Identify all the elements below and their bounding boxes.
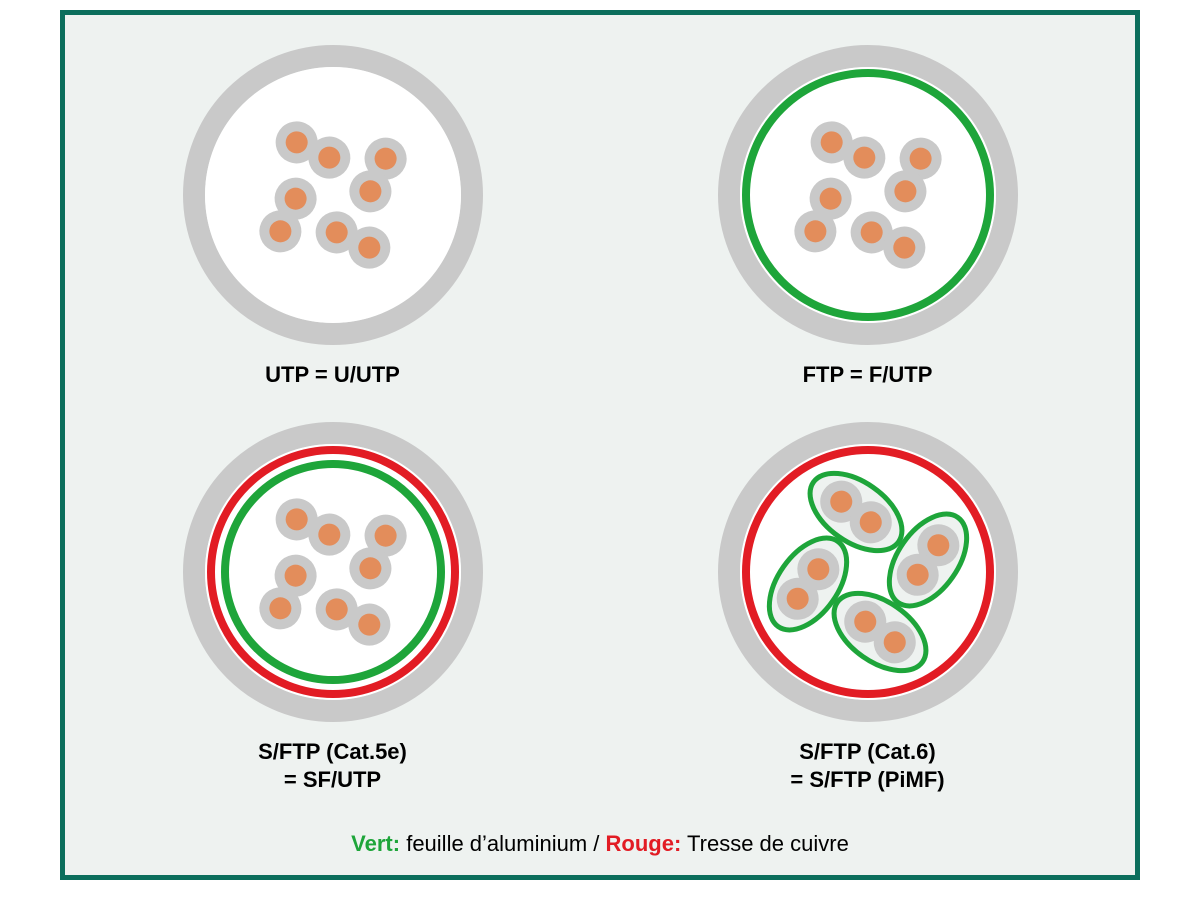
caption-sftp5e-line1: S/FTP (Cat.5e) — [258, 739, 407, 764]
legend-green-label: Vert: — [351, 831, 400, 856]
cable-utp — [173, 35, 493, 355]
caption-ftp: FTP = F/UTP — [803, 361, 933, 390]
legend: Vert: feuille d’aluminium / Rouge: Tress… — [65, 831, 1135, 857]
caption-sftp6-line2: = S/FTP (PiMF) — [790, 767, 944, 792]
cell-sftp6: S/FTP (Cat.6) = S/FTP (PiMF) — [600, 392, 1135, 795]
caption-sftp5e: S/FTP (Cat.5e) = SF/UTP — [258, 738, 407, 795]
legend-red-label: Rouge: — [606, 831, 682, 856]
caption-ftp-line1: FTP = F/UTP — [803, 362, 933, 387]
cell-ftp: FTP = F/UTP — [600, 15, 1135, 392]
caption-sftp6-line1: S/FTP (Cat.6) — [799, 739, 936, 764]
legend-green-text: feuille d’aluminium — [400, 831, 593, 856]
cable-sftp5e — [173, 412, 493, 732]
caption-sftp5e-line2: = SF/UTP — [284, 767, 381, 792]
caption-utp-line1: UTP = U/UTP — [265, 362, 400, 387]
cell-utp: UTP = U/UTP — [65, 15, 600, 392]
legend-red-text: Tresse de cuivre — [681, 831, 849, 856]
cable-grid: UTP = U/UTP FTP = F/UTP S/FTP (Cat.5e) =… — [65, 15, 1135, 795]
diagram-frame: UTP = U/UTP FTP = F/UTP S/FTP (Cat.5e) =… — [60, 10, 1140, 880]
caption-utp: UTP = U/UTP — [265, 361, 400, 390]
cable-ftp — [708, 35, 1028, 355]
legend-separator: / — [593, 831, 605, 856]
cable-sftp6 — [708, 412, 1028, 732]
cell-sftp5e: S/FTP (Cat.5e) = SF/UTP — [65, 392, 600, 795]
caption-sftp6: S/FTP (Cat.6) = S/FTP (PiMF) — [790, 738, 944, 795]
